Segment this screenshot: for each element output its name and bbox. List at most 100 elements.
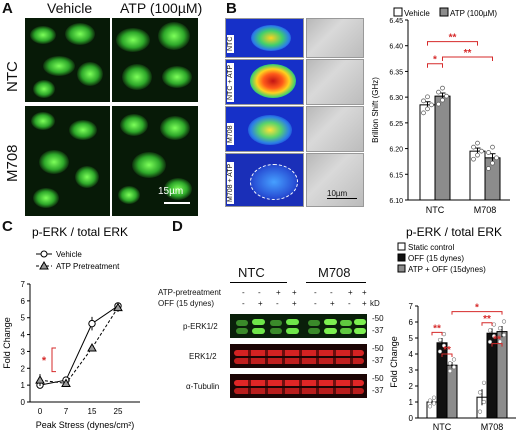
y-tick-label: 3 (409, 366, 414, 375)
y-axis-label: Fold Change (389, 336, 399, 388)
data-point (425, 94, 430, 100)
y-tick-label: 6.20 (389, 147, 403, 154)
blot-atp-sign: + (292, 288, 297, 297)
data-point (429, 102, 434, 108)
data-point (471, 156, 476, 162)
sig-bracket-m708-1-label: ** (483, 314, 491, 325)
data-point (490, 144, 495, 150)
brightfield-ntc (306, 18, 364, 58)
data-point (451, 365, 457, 370)
blot-off-sign: + (362, 299, 367, 308)
panel-a-scale-label: 15µm (158, 186, 184, 197)
data-point (431, 395, 437, 400)
y-tick-label: 1 (21, 381, 26, 390)
panel-a-label: A (2, 0, 13, 17)
blot-group-ntc-line (230, 282, 287, 283)
brillouin-map-ntc-atp: NTC + ATP (225, 59, 304, 105)
y-tick-label: 2 (409, 382, 414, 391)
blot-off-sign: - (314, 299, 317, 308)
legend-label: Static control (408, 243, 454, 252)
panel-b-label: B (226, 0, 237, 17)
blot-off-sign: - (276, 299, 279, 308)
y-tick-label: 6.35 (389, 69, 403, 76)
brightfield-ntc-atp (306, 59, 364, 105)
panel-b-scale-label: 10µm (327, 189, 348, 198)
data-point (427, 398, 433, 403)
blot-atp-sign: + (276, 288, 281, 297)
data-point (441, 332, 447, 337)
data-point (491, 322, 497, 327)
y-tick-label: 6.15 (389, 172, 403, 179)
y-axis-label: Brillion Shift (GHz) (371, 77, 380, 143)
brillouin-label-ntc-atp: NTC + ATP (227, 62, 234, 102)
sig-bracket-label: * (42, 355, 47, 367)
legend-swatch-vehicle (393, 7, 403, 17)
y-tick-label: 4 (21, 331, 26, 340)
x-axis-label: Peak Stress (dynes/cm²) (36, 420, 135, 430)
data-point (444, 93, 449, 99)
sig-bracket-ntc-2 (441, 353, 453, 357)
sig-bracket-m708-1 (481, 322, 493, 326)
data-point-atp (113, 302, 123, 312)
legend-swatch (397, 264, 406, 273)
data-point (490, 160, 495, 166)
blot-group-m708: M708 (318, 265, 351, 280)
data-point (471, 144, 476, 150)
bar (446, 364, 458, 419)
legend-swatch (397, 242, 406, 251)
data-point (441, 343, 447, 348)
panel-c-line-chart: p-ERK / total ERK Vehicle ATP Pretreatment… (2, 225, 140, 430)
bar (434, 95, 451, 201)
data-point (475, 140, 480, 146)
panel-d-bar-chart: p-ERK / total ERK Static control OFF (15 d… (389, 225, 516, 432)
blot-perk-marker-37: -37 (372, 326, 384, 335)
legend-marker-vehicle (40, 250, 48, 258)
blot-group-m708-line (306, 282, 366, 283)
blot-tubulin-marker-50: -50 (372, 374, 384, 383)
data-point (436, 101, 441, 107)
data-point (475, 152, 480, 158)
blot-perk-marker-50: -50 (372, 314, 384, 323)
y-tick-label: 0 (21, 398, 26, 407)
blot-erk-marker-37: -37 (372, 356, 384, 365)
data-point (501, 319, 507, 324)
blot-label-perk: p-ERK1/2 (183, 322, 218, 331)
data-point (487, 339, 493, 344)
data-point (486, 166, 491, 171)
data-point-atp (61, 378, 71, 387)
data-point (481, 380, 487, 385)
sig-bracket-vehicle-label: ** (449, 33, 457, 44)
y-tick-label: 3 (21, 347, 26, 356)
blot-off-sign: - (348, 299, 351, 308)
data-point (440, 85, 445, 91)
data-point (436, 89, 441, 95)
sig-bracket-between-label: * (475, 303, 479, 314)
brightfield-m708 (306, 106, 364, 152)
blot-off-sign: - (242, 299, 245, 308)
bar (419, 104, 436, 201)
brillouin-map-m708: M708 (225, 106, 304, 152)
blot-label-tubulin: α-Tubulin (186, 382, 220, 391)
sig-bracket-ntc-1 (431, 331, 443, 336)
sig-bracket-atp (442, 56, 493, 62)
legend-label: ATP + OFF (15dynes) (408, 265, 486, 274)
y-tick-label: 7 (21, 280, 26, 289)
panel-a-scale-bar (164, 202, 190, 204)
micrograph-m708-vehicle (25, 106, 110, 216)
blot-kd-label: kD (370, 299, 380, 308)
data-point (437, 337, 443, 343)
panel-a-col-header-atp: ATP (100µM) (120, 0, 203, 16)
x-tick-label: 7 (64, 407, 69, 416)
blot-erk (230, 344, 367, 368)
micrograph-ntc-atp (112, 18, 198, 102)
x-tick-label: 25 (114, 407, 123, 416)
blot-off-sign: + (330, 299, 335, 308)
x-tick-label: 15 (88, 407, 97, 416)
panel-d-label: D (172, 218, 183, 235)
blot-group-ntc: NTC (238, 265, 265, 280)
brightfield-m708-atp: 10µm (306, 153, 364, 207)
y-tick-label: 4 (409, 350, 414, 359)
chart-title: p-ERK / total ERK (406, 225, 502, 239)
data-point (481, 399, 487, 405)
panel-b-scale-bar (327, 198, 357, 199)
